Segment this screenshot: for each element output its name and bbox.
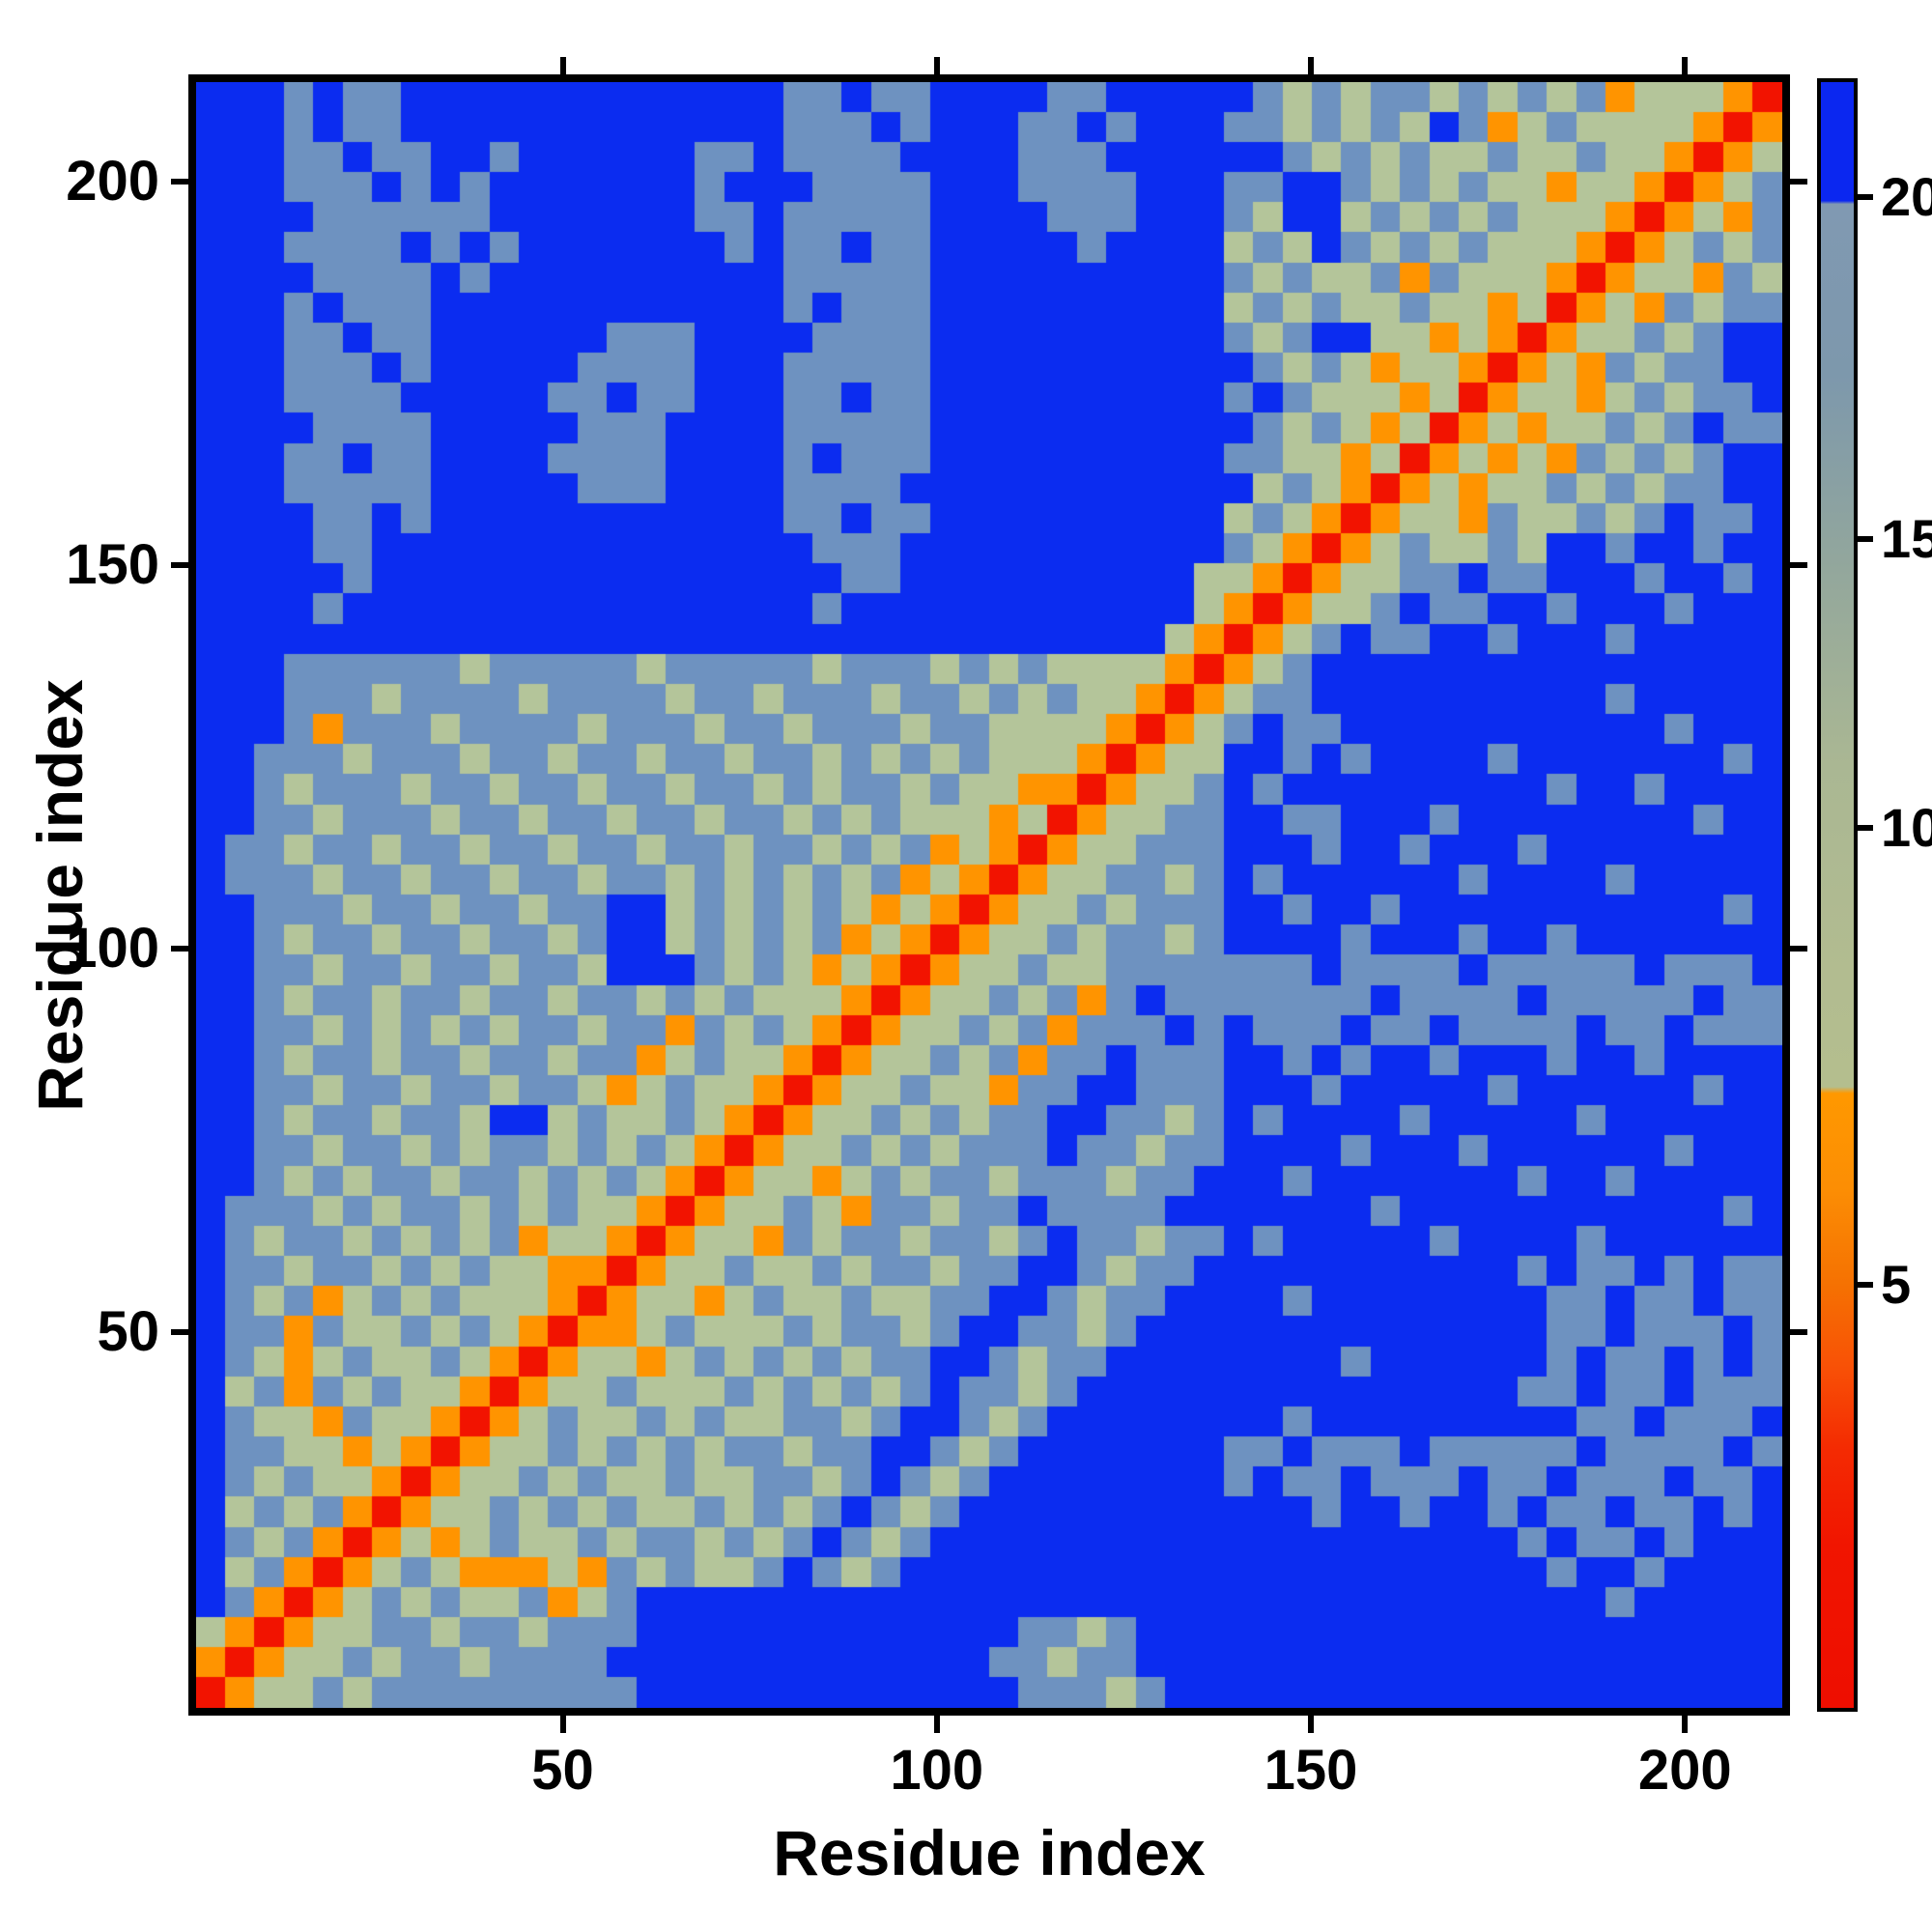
colorbar-tick-mark — [1858, 535, 1873, 542]
x-tick-mark — [1682, 1716, 1689, 1733]
x-axis-title: Residue index — [773, 1817, 1206, 1889]
x-tick-mark — [1308, 1716, 1315, 1733]
colorbar-tick-label: 15 — [1881, 507, 1932, 569]
colorbar-tick-label: 5 — [1881, 1254, 1912, 1316]
y-tick-label: 100 — [66, 917, 159, 980]
colorbar-tick-mark — [1858, 1282, 1873, 1289]
y-tick-label: 150 — [66, 533, 159, 597]
colorbar-tick-label: 10 — [1881, 797, 1932, 859]
colorbar — [1817, 78, 1858, 1712]
colorbar-gradient — [1821, 82, 1854, 1708]
x-tick-mark-top — [1308, 57, 1315, 74]
y-tick-mark-right — [1790, 1329, 1807, 1335]
x-tick-label: 200 — [1637, 1739, 1732, 1802]
x-tick-mark — [559, 1716, 566, 1733]
x-tick-label: 150 — [1264, 1739, 1358, 1802]
x-tick-mark-top — [1682, 57, 1689, 74]
colorbar-tick-mark — [1858, 194, 1873, 201]
colorbar-tick-mark — [1858, 825, 1873, 832]
y-tick-label: 50 — [97, 1300, 159, 1363]
y-axis-title: Residue index — [24, 678, 96, 1112]
y-tick-mark — [171, 946, 188, 952]
y-tick-mark — [171, 179, 188, 185]
y-tick-mark-right — [1790, 562, 1807, 569]
y-tick-mark-right — [1790, 179, 1807, 185]
x-tick-label: 100 — [890, 1739, 984, 1802]
y-tick-label: 200 — [66, 150, 159, 213]
x-tick-label: 50 — [531, 1739, 594, 1802]
x-tick-mark — [933, 1716, 940, 1733]
heatmap-canvas — [196, 82, 1782, 1708]
y-tick-mark — [171, 562, 188, 569]
y-tick-mark-right — [1790, 946, 1807, 952]
colorbar-tick-label: 20 — [1881, 166, 1932, 228]
y-tick-mark — [171, 1329, 188, 1335]
x-tick-mark-top — [559, 57, 566, 74]
x-tick-mark-top — [933, 57, 940, 74]
